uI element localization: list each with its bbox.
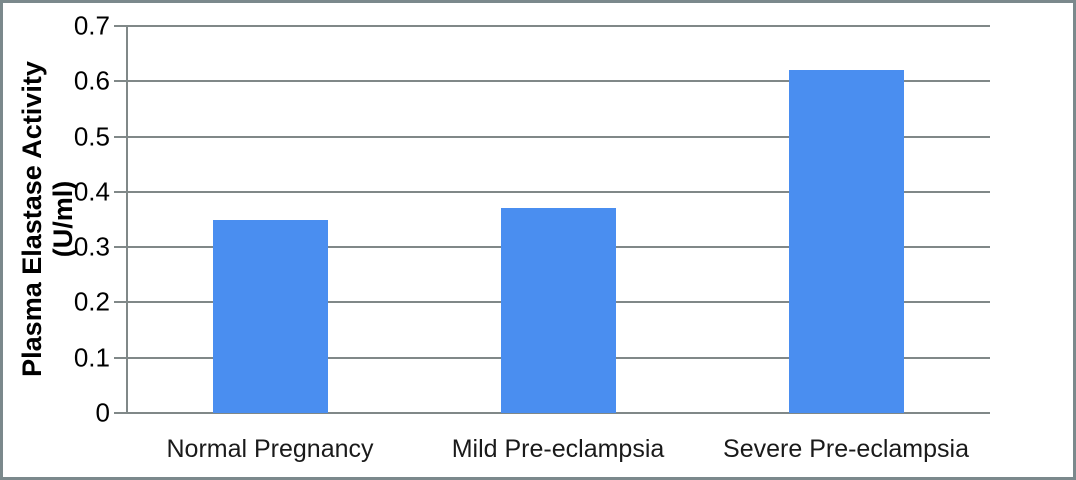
gridline (126, 80, 990, 83)
y-tick-label: 0.2 (73, 286, 110, 317)
bar-mild-pre-eclampsia (500, 208, 616, 413)
bar-severe-pre-eclampsia (788, 70, 904, 413)
y-axis-line (126, 26, 128, 413)
y-tick-label: 0.5 (73, 121, 110, 152)
x-axis-label: Normal Pregnancy (166, 435, 374, 463)
y-axis-tick (114, 25, 126, 27)
gridline (126, 190, 990, 193)
y-axis-tick (114, 80, 126, 83)
x-axis-label: Mild Pre-eclampsia (451, 435, 665, 463)
y-tick-label: 0.4 (73, 176, 110, 207)
y-axis-tick (114, 190, 126, 193)
y-tick-label: 0.1 (73, 342, 110, 373)
y-axis-tick (114, 356, 126, 359)
y-axis-tick (114, 412, 126, 414)
y-axis-tick (114, 135, 126, 138)
y-tick-label: 0 (95, 397, 110, 428)
x-axis-label: Severe Pre-eclampsia (723, 435, 969, 463)
y-axis-tick (114, 246, 126, 249)
gridline (126, 412, 990, 414)
y-tick-label: 0.7 (73, 10, 110, 41)
y-axis-title-line1: Plasma Elastase Activity (17, 61, 47, 377)
y-axis-tick (114, 301, 126, 304)
gridline (126, 135, 990, 138)
y-axis-title: Plasma Elastase Activity (U/ml) (17, 61, 79, 377)
bar-normal-pregnancy (212, 219, 328, 413)
y-axis-title-line2: (U/ml) (48, 180, 78, 258)
plot-area (114, 25, 990, 414)
y-tick-label: 0.6 (73, 65, 110, 96)
gridline (126, 25, 990, 27)
y-tick-label: 0.3 (73, 231, 110, 262)
